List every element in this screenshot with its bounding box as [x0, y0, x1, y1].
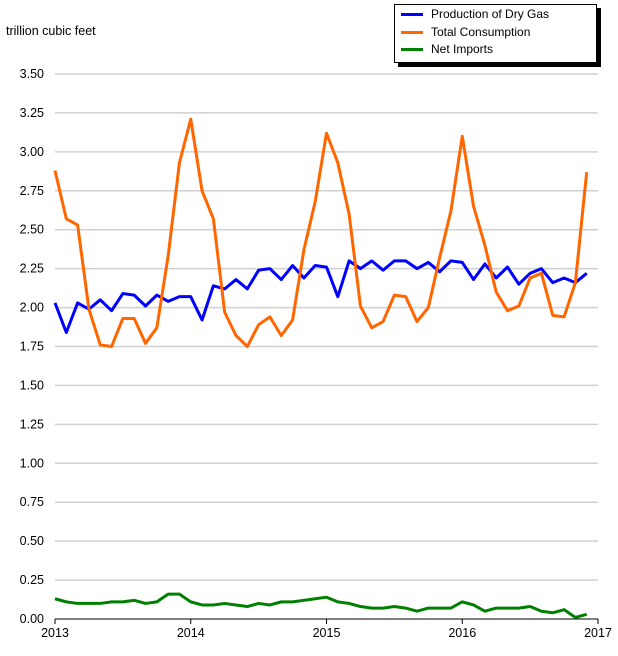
legend-swatch-net-imports — [401, 47, 423, 51]
legend-item-consumption: Total Consumption — [401, 25, 530, 39]
legend-item-production: Production of Dry Gas — [401, 7, 549, 21]
y-axis-label: trillion cubic feet — [6, 24, 96, 38]
legend-label-consumption: Total Consumption — [431, 25, 531, 39]
x-tick-label: 2014 — [177, 626, 205, 640]
y-tick-label: 1.50 — [20, 378, 44, 392]
legend-item-net-imports: Net Imports — [401, 42, 493, 56]
legend-swatch-production — [401, 12, 423, 16]
legend-swatch-consumption — [401, 30, 423, 34]
y-tick-label: 2.75 — [20, 184, 44, 198]
y-tick-label: 1.75 — [20, 340, 44, 354]
y-tick-label: 1.25 — [20, 417, 44, 431]
series-line-total-consumption — [53, 117, 589, 348]
y-tick-label: 3.25 — [20, 106, 44, 120]
x-tick-label: 2013 — [41, 626, 69, 640]
y-tick-label: 1.00 — [20, 456, 44, 470]
y-tick-label: 0.75 — [20, 495, 44, 509]
legend: Production of Dry Gas Total Consumption … — [394, 4, 597, 63]
y-tick-label: 2.50 — [20, 223, 44, 237]
y-tick-label: 0.25 — [20, 573, 44, 587]
x-tick-label: 2015 — [313, 626, 341, 640]
x-tick-label: 2016 — [448, 626, 476, 640]
legend-label-production: Production of Dry Gas — [431, 7, 550, 21]
y-tick-label: 0.00 — [20, 612, 44, 626]
series-line-net-imports — [54, 592, 588, 619]
legend-label-net-imports: Net Imports — [431, 42, 494, 56]
y-tick-label: 2.00 — [20, 301, 44, 315]
series-line-production-of-dry-gas — [53, 259, 588, 334]
y-tick-label: 2.25 — [20, 262, 44, 276]
y-tick-label: 3.00 — [20, 145, 44, 159]
y-tick-label: 0.50 — [20, 534, 44, 548]
x-tick-label: 2017 — [584, 626, 612, 640]
y-tick-label: 3.50 — [20, 67, 44, 81]
